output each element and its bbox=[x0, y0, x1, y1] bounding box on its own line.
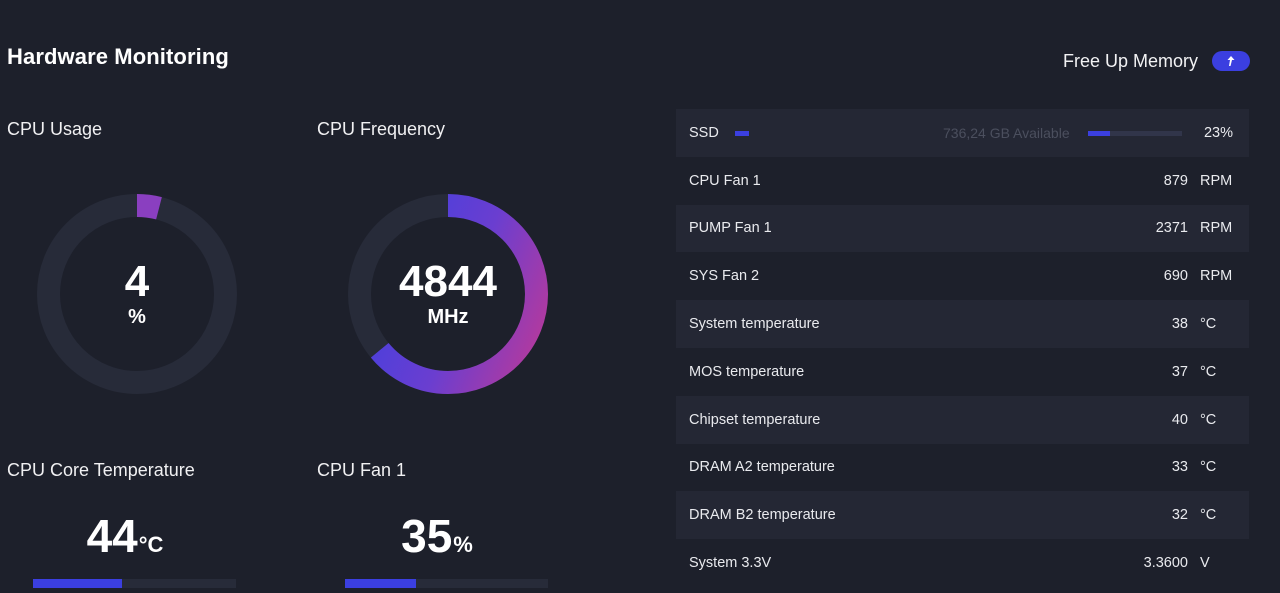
cpu-fan-readout: 35% bbox=[335, 509, 539, 563]
sensor-label: SYS Fan 2 bbox=[689, 268, 760, 285]
table-row: System temperature 38 °C bbox=[676, 300, 1249, 348]
page-title: Hardware Monitoring bbox=[7, 44, 229, 69]
ssd-percent: 23% bbox=[1203, 124, 1233, 141]
cpu-core-temp-readout: 44°C bbox=[23, 509, 227, 563]
sensor-unit: RPM bbox=[1200, 220, 1233, 237]
sensor-label: CPU Fan 1 bbox=[689, 172, 761, 189]
sensor-unit: V bbox=[1200, 555, 1210, 572]
sensor-label: System temperature bbox=[689, 316, 820, 333]
cpu-core-temp-value: 44 bbox=[86, 510, 138, 562]
cpu-usage-value: 4 bbox=[124, 257, 150, 306]
cpu-frequency-label: CPU Frequency bbox=[317, 119, 446, 139]
sensor-label: Chipset temperature bbox=[689, 411, 821, 428]
sensor-value: 879 bbox=[1163, 172, 1188, 189]
sensor-unit: °C bbox=[1200, 507, 1217, 524]
up-arrow-icon bbox=[1227, 56, 1235, 66]
sensor-label: DRAM A2 temperature bbox=[689, 459, 835, 476]
sensor-label: MOS temperature bbox=[689, 363, 805, 380]
sensor-value: 690 bbox=[1163, 268, 1188, 285]
cpu-core-temp-bar bbox=[33, 579, 236, 588]
sensor-unit: RPM bbox=[1200, 268, 1233, 285]
cpu-fan-label: CPU Fan 1 bbox=[317, 460, 407, 480]
sensor-value: 40 bbox=[1171, 411, 1188, 428]
free-memory-label: Free Up Memory bbox=[1062, 50, 1198, 71]
table-row: MOS temperature 37 °C bbox=[676, 348, 1249, 396]
ssd-usage-bar-fill bbox=[1088, 131, 1110, 136]
sensor-label: DRAM B2 temperature bbox=[689, 507, 836, 524]
sensor-label: PUMP Fan 1 bbox=[689, 220, 772, 237]
sensor-value: 2371 bbox=[1155, 220, 1188, 237]
cpu-core-temp-unit: °C bbox=[138, 532, 164, 557]
sensor-unit: °C bbox=[1200, 316, 1217, 333]
sensor-value: 32 bbox=[1171, 507, 1188, 524]
cpu-core-temp-bar-fill bbox=[33, 579, 123, 588]
table-row: System 3.3V 3.3600 V bbox=[676, 539, 1249, 587]
cpu-usage-gauge: 4 % bbox=[35, 192, 239, 396]
sensor-value: 38 bbox=[1171, 316, 1188, 333]
ssd-usage-bar bbox=[1088, 131, 1182, 136]
cpu-frequency-value: 4844 bbox=[399, 257, 497, 306]
ssd-label: SSD bbox=[689, 124, 719, 141]
cpu-fan-unit: % bbox=[453, 532, 473, 557]
table-row: DRAM B2 temperature 32 °C bbox=[676, 491, 1249, 540]
sensor-value: 33 bbox=[1171, 459, 1188, 476]
table-row: CPU Fan 1 879 RPM bbox=[676, 157, 1249, 205]
cpu-fan-bar bbox=[345, 579, 548, 588]
cpu-frequency-unit: MHz bbox=[427, 306, 469, 328]
sensor-table: SSD 736,24 GB Available 23% CPU Fan 1 87… bbox=[676, 109, 1249, 587]
cpu-frequency-gauge-arc bbox=[348, 194, 548, 394]
cpu-usage-label: CPU Usage bbox=[7, 119, 103, 139]
table-row: Chipset temperature 40 °C bbox=[676, 395, 1249, 444]
cpu-fan-bar-fill bbox=[345, 579, 417, 588]
cpu-frequency-gauge: 4844 MHz bbox=[346, 192, 550, 396]
sensor-value: 37 bbox=[1171, 363, 1188, 380]
ssd-indicator bbox=[735, 131, 749, 136]
sensor-unit: RPM bbox=[1200, 172, 1233, 189]
cpu-core-temp-label: CPU Core Temperature bbox=[7, 460, 195, 480]
sensor-unit: °C bbox=[1200, 459, 1217, 476]
table-row: SYS Fan 2 690 RPM bbox=[676, 252, 1249, 300]
sensor-unit: °C bbox=[1200, 363, 1217, 380]
sensor-unit: °C bbox=[1200, 411, 1217, 428]
table-row: PUMP Fan 1 2371 RPM bbox=[676, 204, 1249, 253]
table-row: DRAM A2 temperature 33 °C bbox=[676, 444, 1249, 492]
free-memory-button[interactable] bbox=[1212, 51, 1250, 71]
cpu-fan-value: 35 bbox=[401, 510, 453, 562]
sensor-value: 3.3600 bbox=[1143, 555, 1188, 572]
sensor-label: System 3.3V bbox=[689, 555, 772, 572]
free-memory-control: Free Up Memory bbox=[1063, 48, 1250, 74]
ssd-row: SSD 736,24 GB Available 23% bbox=[676, 109, 1249, 157]
cpu-usage-unit: % bbox=[128, 306, 146, 328]
ssd-available: 736,24 GB Available bbox=[943, 124, 1070, 141]
cpu-usage-gauge-arc bbox=[37, 194, 237, 394]
